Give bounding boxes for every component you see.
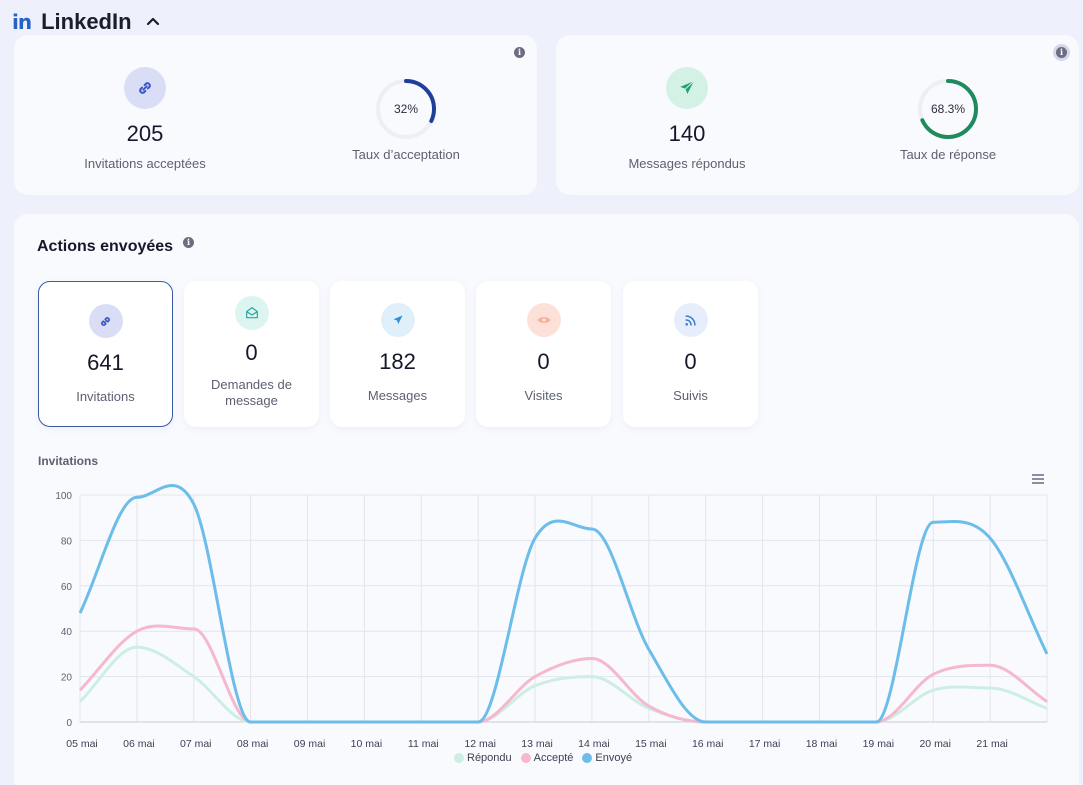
accepted-invitations-stat: 205 Invitations acceptées <box>45 67 245 171</box>
x-tick-label: 16 mai <box>692 738 724 750</box>
series-accepte-line <box>78 624 1048 724</box>
info-icon[interactable]: i <box>183 237 194 248</box>
tile-value: 0 <box>684 349 697 374</box>
y-tick-label: 20 <box>61 673 73 684</box>
tile-label: Demandes de message <box>211 377 292 408</box>
y-tick-label: 40 <box>61 627 73 638</box>
x-tick-label: 15 mai <box>635 738 667 750</box>
legend-item[interactable]: Répondu <box>454 752 512 764</box>
tile-label: Messages <box>367 388 428 403</box>
chevron-up-icon[interactable] <box>146 13 160 31</box>
x-tick-label: 07 mai <box>180 738 212 750</box>
acceptance-rate-gauge: 32% Taux d’acceptation <box>306 77 506 162</box>
tile-value: 182 <box>379 349 416 374</box>
x-tick-label: 18 mai <box>806 738 838 750</box>
accepted-invitations-label: Invitations acceptées <box>84 156 206 171</box>
y-tick-label: 0 <box>66 718 72 729</box>
legend-label: Accepté <box>533 752 574 764</box>
linkedin-logo-icon: in <box>12 10 32 34</box>
legend-label: Répondu <box>467 752 512 764</box>
y-tick-label: 80 <box>61 536 73 547</box>
reply-rate-arc <box>918 79 978 139</box>
send-icon <box>666 67 708 109</box>
x-tick-label: 12 mai <box>464 738 496 750</box>
x-tick-label: 10 mai <box>351 738 383 750</box>
legend-label: Envoyé <box>595 752 633 764</box>
reply-rate-value: 68.3% <box>930 102 966 116</box>
tile-visits[interactable]: 0 Visites <box>476 281 611 427</box>
invitations-line-chart: 0 20 40 60 80 100 05 mai 06 mai 07 mai 08 mai 09 m… <box>55 484 1049 750</box>
tile-messages[interactable]: 182 Messages <box>330 281 465 427</box>
y-tick-label: 100 <box>55 491 72 502</box>
actions-title: Actions envoyées <box>37 238 174 255</box>
reply-rate-label: Taux de réponse <box>899 147 997 162</box>
legend-marker <box>582 753 593 763</box>
chart-title: Invitations <box>38 454 99 468</box>
x-tick-label: 11 mai <box>408 738 439 750</box>
acceptance-rate-value: 32% <box>393 102 419 116</box>
info-icon[interactable]: i <box>1056 47 1067 58</box>
tile-invitations[interactable]: 641 Invitations <box>38 281 173 427</box>
replied-messages-stat: 140 Messages répondus <box>587 67 787 171</box>
x-tick-label: 19 mai <box>863 738 895 750</box>
page-header: in LinkedIn <box>12 8 160 36</box>
info-icon[interactable]: i <box>514 47 525 58</box>
x-tick-label: 14 mai <box>578 738 610 750</box>
replied-messages-label: Messages répondus <box>628 156 746 171</box>
replied-messages-value: 140 <box>668 121 706 146</box>
tile-label: Suivis <box>673 388 708 403</box>
series-envoye-line <box>78 484 1049 724</box>
summary-card-messages: i 140 Messages répondus 68.3% Taux de ré… <box>556 35 1079 195</box>
legend-item[interactable]: Accepté <box>520 752 574 764</box>
eye-icon <box>526 303 561 337</box>
legend-item[interactable]: Envoyé <box>582 752 632 764</box>
tile-label: Visites <box>524 388 563 403</box>
rss-icon <box>673 303 708 337</box>
tile-value: 0 <box>537 349 550 374</box>
x-tick-label: 21 mai <box>976 738 1008 750</box>
chart-legend: Répondu Accepté Envoyé <box>454 752 632 764</box>
legend-marker <box>520 753 531 763</box>
summary-card-invitations: i 205 Invitations acceptées 32% Taux d’a… <box>14 35 537 195</box>
link-icon <box>88 304 123 338</box>
tile-follows[interactable]: 0 Suivis <box>623 281 758 427</box>
send-icon <box>380 303 415 337</box>
y-tick-label: 60 <box>61 582 73 593</box>
x-tick-label: 17 mai <box>749 738 781 750</box>
x-tick-label: 13 mai <box>521 738 553 750</box>
acceptance-rate-label: Taux d’acceptation <box>352 147 460 162</box>
link-icon <box>124 67 166 109</box>
accepted-invitations-value: 205 <box>126 121 164 146</box>
tile-value: 641 <box>87 350 124 375</box>
legend-marker <box>454 753 464 763</box>
x-tick-label: 08 mai <box>237 738 269 750</box>
acceptance-rate-arc <box>376 79 436 139</box>
message-request-icon <box>234 296 269 330</box>
page-title: LinkedIn <box>41 9 132 34</box>
chart-menu-icon[interactable] <box>1032 474 1044 484</box>
tile-label: Invitations <box>76 389 135 404</box>
tile-value: 0 <box>245 340 258 365</box>
x-tick-label: 05 mai <box>66 738 98 750</box>
tile-message-requests[interactable]: 0 Demandes de message <box>184 281 319 427</box>
reply-rate-gauge: 68.3% Taux de réponse <box>848 77 1048 162</box>
x-tick-label: 20 mai <box>919 738 951 750</box>
x-tick-label: 09 mai <box>294 738 326 750</box>
x-tick-label: 06 mai <box>123 738 155 750</box>
